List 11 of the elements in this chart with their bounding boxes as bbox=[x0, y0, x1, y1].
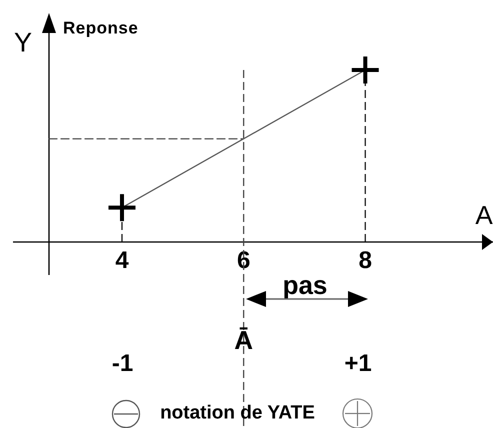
y-axis-title: Y bbox=[14, 28, 32, 58]
text: Reponse bbox=[63, 18, 138, 38]
x-tick-label: 4 bbox=[115, 247, 130, 274]
x-tick-label: 8 bbox=[358, 247, 372, 274]
text: notation de YATE bbox=[160, 402, 315, 424]
ref-line-label: Ā bbox=[234, 325, 254, 355]
text: -1 bbox=[112, 350, 134, 376]
text: +1 bbox=[344, 350, 372, 376]
x-axis-title: A bbox=[475, 200, 493, 230]
text: pas bbox=[282, 270, 328, 300]
x-tick-label: 6 bbox=[236, 247, 250, 274]
